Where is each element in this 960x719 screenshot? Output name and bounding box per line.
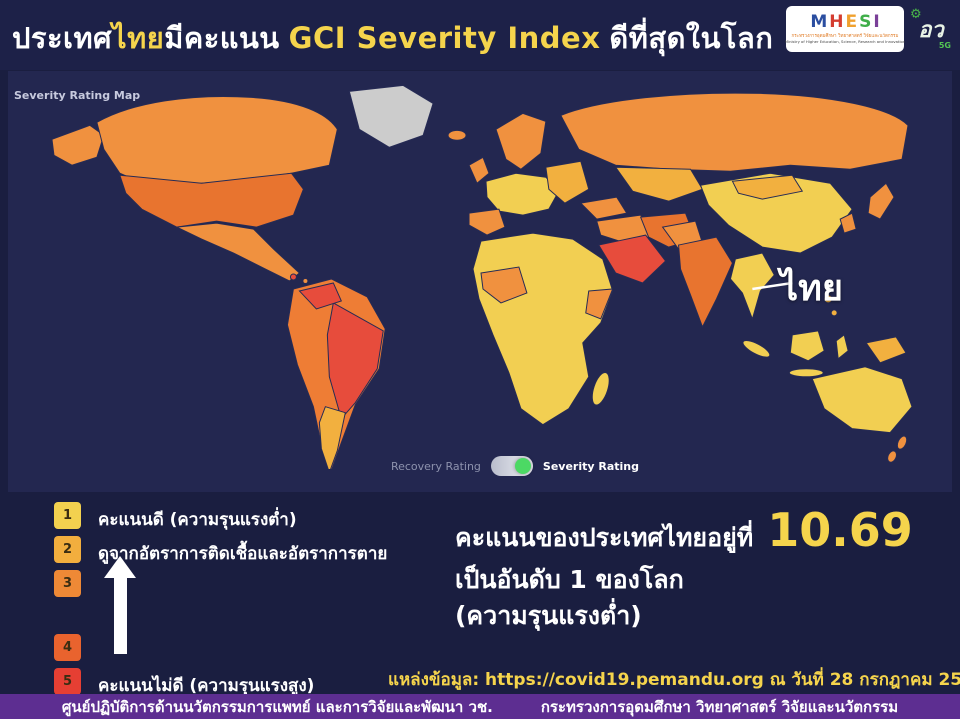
- score-prefix: คะแนนของประเทศไทยอยู่ที่: [455, 523, 754, 552]
- region-thailand-indochina: [729, 252, 775, 321]
- map-title: Severity Rating Map: [14, 89, 141, 102]
- title-suffix: ดีที่สุดในโลก: [609, 21, 774, 55]
- region-japan: [867, 182, 895, 220]
- region-caribbean: [289, 273, 297, 281]
- region-java: [788, 368, 824, 378]
- region-turkey: [579, 196, 628, 220]
- thailand-score-row: คะแนนของประเทศไทยอยู่ที่ 10.69: [455, 503, 913, 558]
- header: ประเทศไทยมีคะแนน GCI Severity Index ดีที่ส…: [0, 0, 960, 70]
- region-central-asia: [614, 166, 704, 202]
- rating-toggle[interactable]: [490, 456, 533, 476]
- seal-text: อว: [918, 18, 944, 43]
- region-india: [678, 236, 733, 329]
- region-philippines: [823, 294, 833, 304]
- region-madagascar: [591, 371, 610, 406]
- legend-swatch-2: 2: [54, 536, 81, 563]
- legend-bad-label: คะแนนไม่ดี (ความรุนแรงสูง): [98, 676, 315, 696]
- score-value: 10.69: [767, 503, 913, 557]
- title-country-highlight: ไทย: [112, 21, 165, 55]
- mhesi-letter: M: [810, 12, 828, 32]
- title-prefix: ประเทศ: [12, 21, 112, 55]
- mhesi-logo: M H E S I กระทรวงการอุดมศึกษา วิทยาศาสตร…: [784, 6, 906, 52]
- thailand-pointer-line: [752, 281, 793, 291]
- mhesi-subtitle-english: Ministry of Higher Education, Science, R…: [784, 39, 906, 44]
- toggle-label-severity: Severity Rating: [542, 459, 640, 473]
- thailand-annotation-label: ไทย: [780, 268, 843, 309]
- map-panel: Severity Rating Map: [8, 71, 952, 492]
- arrow-head: [104, 556, 136, 578]
- toggle-label-recovery: Recovery Rating: [390, 459, 481, 473]
- region-greenland-no-data: [348, 84, 434, 148]
- region-brazil: [326, 302, 384, 420]
- data-source-line: แหล่งข้อมูล: https://covid19.pemandu.org…: [388, 670, 960, 690]
- region-venezuela-colombia: [298, 282, 342, 310]
- toggle-knob: [514, 458, 531, 474]
- scale-up-arrow: [104, 556, 136, 656]
- arrow-stem: [113, 578, 127, 654]
- footer-bar: ศูนย์ปฏิบัติการด้านนวัตกรรมการแพทย์ และก…: [0, 694, 960, 719]
- region-australia: [811, 366, 913, 434]
- region-new-guinea: [865, 336, 907, 364]
- region-sumatra: [742, 340, 771, 358]
- mhesi-letter: I: [873, 12, 880, 32]
- rank-line: เป็นอันดับ 1 ของโลก: [455, 565, 684, 594]
- page-title: ประเทศไทยมีคะแนน GCI Severity Index ดีที่ส…: [12, 15, 773, 61]
- region-eastern-europe: [545, 160, 590, 204]
- footer-right-text: กระทรวงการอุดมศึกษา วิทยาศาสตร์ วิจัยและ…: [540, 697, 899, 716]
- ministry-seal-logo: ⚙ อว 5G: [910, 6, 952, 52]
- region-new-zealand: [887, 450, 897, 463]
- gear-icon: ⚙: [910, 7, 922, 22]
- mhesi-letters: M H E S I: [810, 14, 879, 31]
- region-spain: [468, 208, 506, 236]
- region-borneo: [789, 330, 825, 362]
- region-canada: [96, 95, 338, 188]
- region-argentina: [318, 406, 346, 469]
- region-horn-of-africa: [585, 288, 614, 320]
- region-scandinavia: [495, 112, 547, 170]
- region-west-africa: [480, 266, 528, 304]
- seal-badge: 5G: [938, 41, 951, 50]
- region-korea: [839, 212, 857, 234]
- legend-swatch-4: 4: [54, 634, 81, 661]
- region-mongolia: [731, 174, 804, 200]
- world-map-svg: [51, 84, 913, 469]
- region-philippines: [830, 309, 838, 317]
- legend-swatch-5: 5: [54, 668, 81, 695]
- mhesi-letter: H: [829, 12, 844, 32]
- region-sulawesi: [835, 334, 849, 360]
- mhesi-subtitle-thai: กระทรวงการอุดมศึกษา วิทยาศาสตร์ วิจัยและ…: [791, 34, 899, 39]
- severity-note-line: (ความรุนแรงต่ำ): [455, 601, 642, 630]
- region-russia: [560, 92, 909, 172]
- region-saudi-arabia: [597, 234, 667, 284]
- title-middle: มีคะแนน: [164, 21, 280, 55]
- region-iceland: [447, 129, 467, 141]
- footer-left-text: ศูนย์ปฏิบัติการด้านนวัตกรรมการแพทย์ และก…: [61, 697, 493, 716]
- region-western-europe: [485, 172, 560, 216]
- region-uk: [468, 156, 490, 185]
- region-mexico-central-america: [174, 222, 301, 282]
- region-new-zealand: [896, 435, 908, 450]
- region-caribbean: [302, 277, 309, 284]
- rating-toggle-row: Recovery Rating Severity Rating: [0, 456, 960, 476]
- header-logos: M H E S I กระทรวงการอุดมศึกษา วิทยาศาสตร…: [784, 6, 952, 52]
- legend-swatch-3: 3: [54, 570, 81, 597]
- title-index-highlight: GCI Severity Index: [288, 21, 601, 55]
- region-africa: [472, 232, 614, 426]
- legend-criteria-label: ดูจากอัตราการติดเชื้อและอัตราการตาย: [98, 544, 388, 564]
- legend-swatch-1: 1: [54, 502, 81, 529]
- legend-good-label: คะแนนดี (ความรุนแรงต่ำ): [98, 510, 297, 530]
- region-usa: [119, 172, 304, 228]
- mhesi-letter: S: [859, 12, 872, 32]
- mhesi-letter: E: [845, 12, 858, 32]
- region-alaska: [51, 124, 105, 166]
